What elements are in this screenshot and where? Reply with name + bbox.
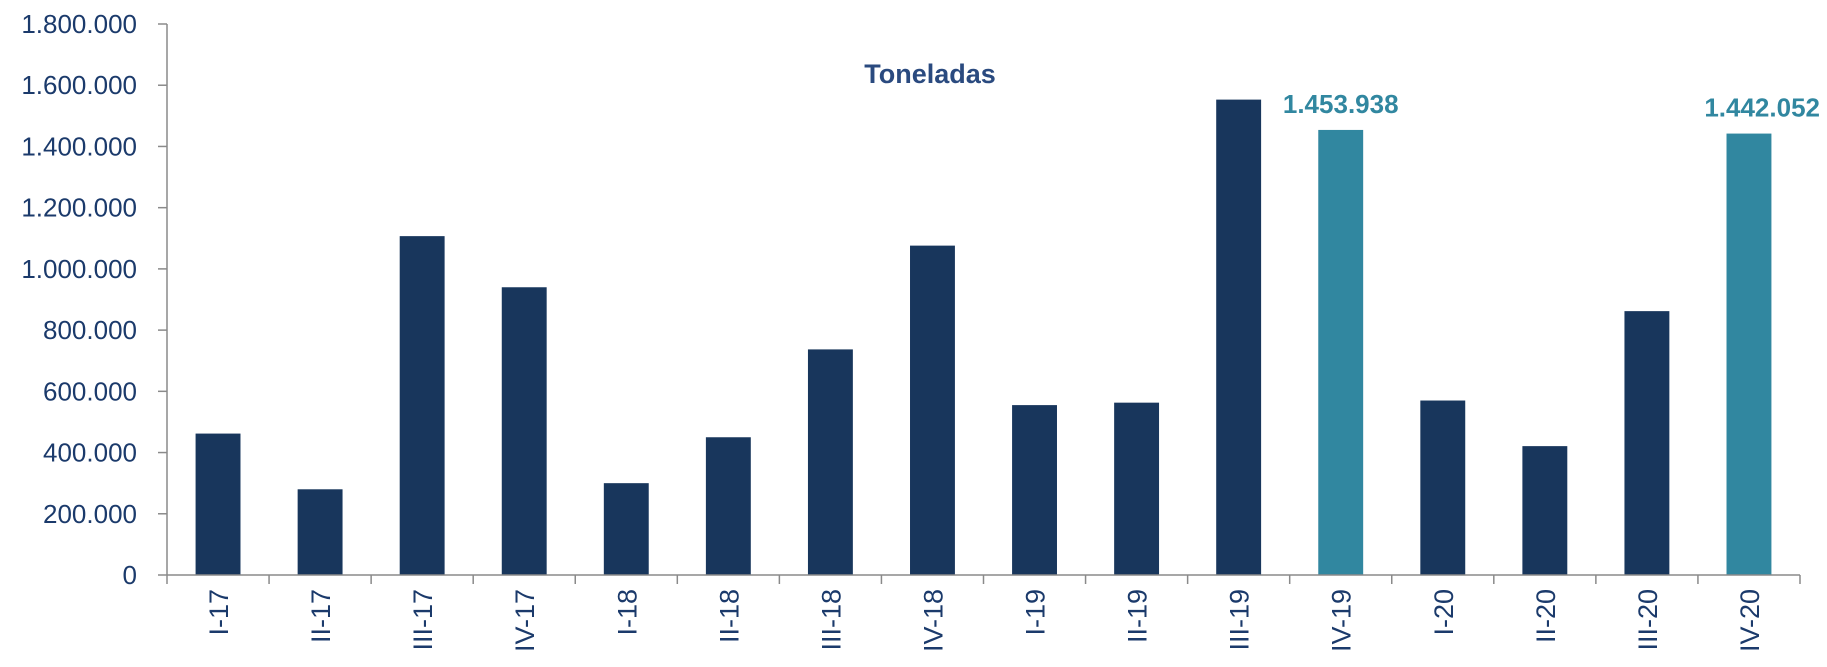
x-tick-label: III-17 (408, 589, 438, 651)
bar-iii-20 (1624, 311, 1670, 575)
x-tick-label: III-20 (1633, 589, 1663, 651)
x-tick-label: IV-17 (510, 589, 540, 652)
bar-ii-18 (705, 437, 751, 575)
x-tick-label: III-18 (816, 589, 846, 651)
bar-ii-17 (297, 489, 343, 575)
x-tick-label: II-18 (714, 589, 744, 643)
x-tick-label: II-17 (306, 589, 336, 643)
bar-iii-19 (1216, 99, 1262, 576)
bar-ii-19 (1114, 402, 1160, 575)
data-label: 1.453.938 (1283, 89, 1399, 119)
bar-i-19 (1012, 405, 1057, 575)
y-tick-label: 600.000 (43, 376, 137, 406)
y-tick-label: 1.600.000 (21, 70, 137, 100)
x-tick-label: I-20 (1429, 589, 1459, 636)
y-tick-label: 800.000 (43, 315, 137, 345)
y-tick-label: 200.000 (43, 499, 137, 529)
bar-i-17 (195, 433, 241, 575)
x-tick-label: II-19 (1123, 589, 1153, 643)
bar-iv-20 (1726, 133, 1772, 576)
x-tick-label: III-19 (1225, 589, 1255, 651)
y-axis-ticks: 0 200.000 400.000 600.000 800.000 1.000.000 1.… (21, 9, 167, 590)
bar-ii-20 (1522, 446, 1568, 575)
x-tick-label: I-18 (612, 589, 642, 636)
bar-iii-18 (807, 349, 853, 575)
y-tick-label: 0 (123, 560, 137, 590)
y-tick-label: 1.200.000 (21, 193, 137, 223)
data-labels: 1.453.938 1.442.052 (1283, 89, 1820, 123)
chart-title: Toneladas (864, 59, 996, 89)
x-tick-label: I-19 (1021, 589, 1051, 636)
bar-iv-17 (501, 287, 547, 575)
x-tick-label: II-20 (1531, 589, 1561, 643)
data-label: 1.442.052 (1704, 93, 1820, 123)
x-tick-label: IV-19 (1327, 589, 1357, 652)
x-tick-label: I-17 (204, 589, 234, 636)
y-tick-label: 1.400.000 (21, 131, 137, 161)
x-axis-ticks: I-17 II-17 III-17 IV-17 I-18 II-18 III-18 IV-18… (166, 575, 1801, 652)
bar-iv-18 (910, 245, 955, 575)
bar-i-18 (603, 483, 649, 575)
bar-iii-17 (399, 236, 445, 575)
bar-i-20 (1420, 400, 1466, 575)
bars (195, 99, 1772, 576)
bar-iv-19 (1318, 129, 1364, 576)
x-tick-label: IV-20 (1735, 589, 1765, 652)
y-tick-label: 400.000 (43, 438, 137, 468)
y-tick-label: 1.000.000 (21, 254, 137, 284)
x-tick-label: IV-18 (918, 589, 948, 652)
y-tick-label: 1.800.000 (21, 9, 137, 39)
